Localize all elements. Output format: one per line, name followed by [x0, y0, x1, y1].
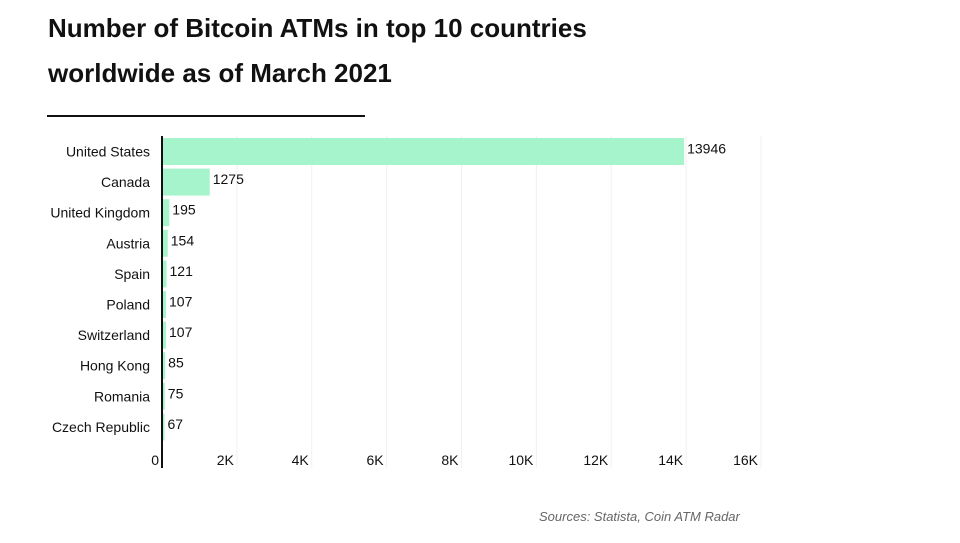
category-label: Hong Kong [80, 358, 150, 374]
bar [162, 260, 167, 288]
title-divider [47, 115, 365, 117]
bar [162, 352, 166, 380]
bar [162, 321, 167, 349]
x-tick-label: 4K [292, 452, 310, 468]
bar [162, 382, 165, 410]
category-label: Spain [114, 266, 150, 282]
value-label: 107 [169, 324, 193, 340]
category-label: Romania [94, 388, 150, 404]
bar [162, 413, 165, 441]
x-tick-label: 10K [508, 452, 534, 468]
x-tick-label: 16K [733, 452, 759, 468]
value-label: 85 [168, 355, 184, 371]
category-label: Poland [106, 297, 150, 313]
bar [162, 168, 210, 196]
chart-title: Number of Bitcoin ATMs in top 10 countri… [48, 6, 587, 96]
chart-title-line-1: Number of Bitcoin ATMs in top 10 countri… [48, 13, 587, 43]
x-tick-label: 2K [217, 452, 235, 468]
x-tick-label: 6K [367, 452, 385, 468]
category-label: Czech Republic [52, 419, 150, 435]
value-label: 75 [168, 385, 184, 401]
category-label: United Kingdom [50, 205, 150, 221]
value-label: 154 [171, 232, 195, 248]
x-tick-label: 8K [441, 452, 459, 468]
category-label: United States [66, 144, 150, 160]
source-note: Sources: Statista, Coin ATM Radar [539, 509, 740, 524]
value-label: 107 [169, 294, 193, 310]
bar [162, 229, 168, 257]
chart-title-line-2: worldwide as of March 2021 [48, 58, 392, 88]
bar [162, 291, 167, 318]
bar [162, 138, 685, 165]
x-tick-label: 12K [583, 452, 609, 468]
category-label: Switzerland [78, 327, 150, 343]
x-tick-label: 14K [658, 452, 684, 468]
x-tick-label: 0 [151, 452, 159, 468]
value-label: 1275 [213, 171, 244, 187]
value-label: 195 [172, 202, 196, 218]
category-label: Canada [101, 174, 150, 190]
bar [162, 199, 170, 227]
value-label: 67 [168, 416, 184, 432]
value-label: 121 [170, 263, 194, 279]
category-label: Austria [106, 235, 150, 251]
value-label: 13946 [687, 141, 726, 157]
